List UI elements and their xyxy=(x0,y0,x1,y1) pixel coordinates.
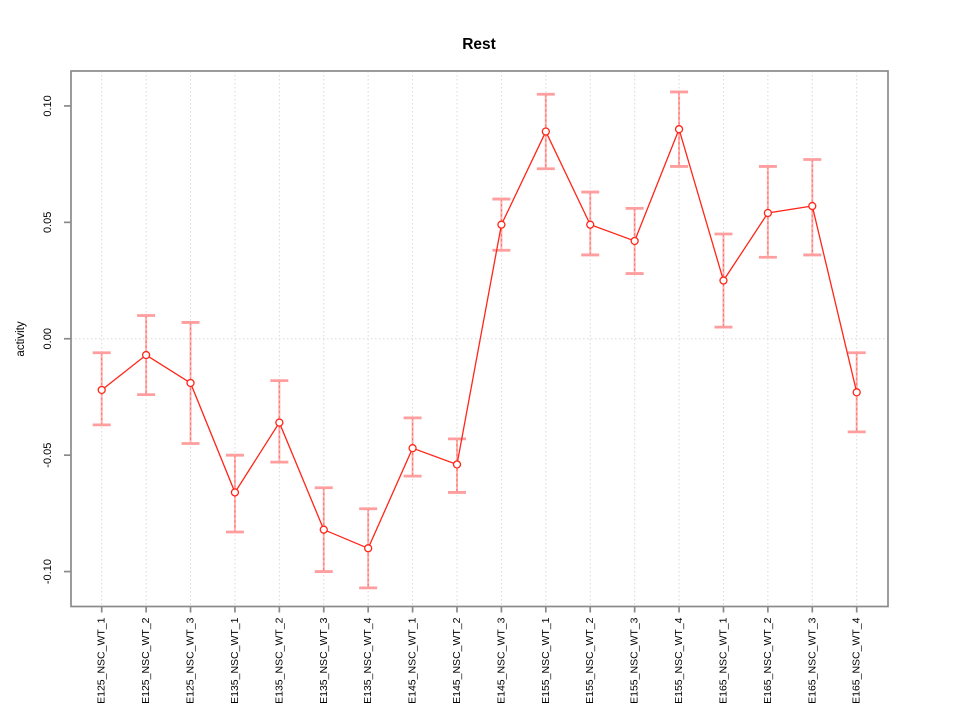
data-point-marker xyxy=(497,220,506,229)
x-tick-label: E165_NSC_WT_2 xyxy=(762,617,774,704)
y-tick-label: -0.05 xyxy=(42,443,54,468)
x-tick-label: E135_NSC_WT_3 xyxy=(318,617,330,704)
x-tick-label: E165_NSC_WT_3 xyxy=(806,617,818,704)
data-point-marker xyxy=(852,388,861,397)
x-tick-label: E135_NSC_WT_1 xyxy=(229,617,241,704)
data-point-marker xyxy=(186,378,195,388)
data-point-marker xyxy=(97,385,106,395)
series-line xyxy=(101,127,858,550)
x-tick-label: E155_NSC_WT_1 xyxy=(540,617,552,704)
data-point-marker xyxy=(408,444,417,453)
x-tick-label: E145_NSC_WT_2 xyxy=(451,617,463,704)
y-tick-label: 0.10 xyxy=(42,95,54,116)
data-point-marker xyxy=(674,125,684,134)
data-point-marker xyxy=(230,488,240,497)
x-tick-label: E135_NSC_WT_2 xyxy=(273,617,285,704)
chart-title: Rest xyxy=(462,36,496,53)
x-tick-label: E125_NSC_WT_3 xyxy=(185,617,197,704)
data-point-marker xyxy=(541,127,550,136)
data-point-marker xyxy=(586,220,595,229)
data-point-marker xyxy=(364,544,373,553)
plot-area: 0.10 0.05 0.00 -0.05 -0.10 E125_NSC_WT_1 E125_… xyxy=(42,70,889,704)
x-tick-label: E135_NSC_WT_4 xyxy=(362,617,374,704)
y-tick-label: -0.10 xyxy=(42,559,54,584)
data-point-marker xyxy=(452,460,462,469)
data-point-marker xyxy=(763,208,773,218)
data-point-marker xyxy=(719,276,728,285)
x-tick-label: E145_NSC_WT_3 xyxy=(495,617,507,704)
y-tick-label: 0.00 xyxy=(42,328,54,349)
x-tick-label: E165_NSC_WT_4 xyxy=(851,617,863,704)
x-tick-label: E155_NSC_WT_2 xyxy=(584,617,596,704)
data-point-marker xyxy=(808,201,817,211)
x-tick-label: E155_NSC_WT_4 xyxy=(673,617,685,704)
x-tick-label: E145_NSC_WT_1 xyxy=(407,617,419,704)
y-axis-label: activity xyxy=(15,321,27,356)
x-tick-label: E125_NSC_WT_2 xyxy=(140,617,152,704)
y-tick-label: 0.05 xyxy=(42,212,54,233)
x-tick-label: E165_NSC_WT_1 xyxy=(717,617,729,704)
data-point-marker xyxy=(319,525,328,534)
x-tick-label: E155_NSC_WT_3 xyxy=(629,617,641,704)
data-point-marker xyxy=(275,418,284,427)
x-tick-label: E125_NSC_WT_1 xyxy=(96,617,108,704)
data-point-marker xyxy=(630,236,639,246)
data-point-marker xyxy=(141,350,151,360)
